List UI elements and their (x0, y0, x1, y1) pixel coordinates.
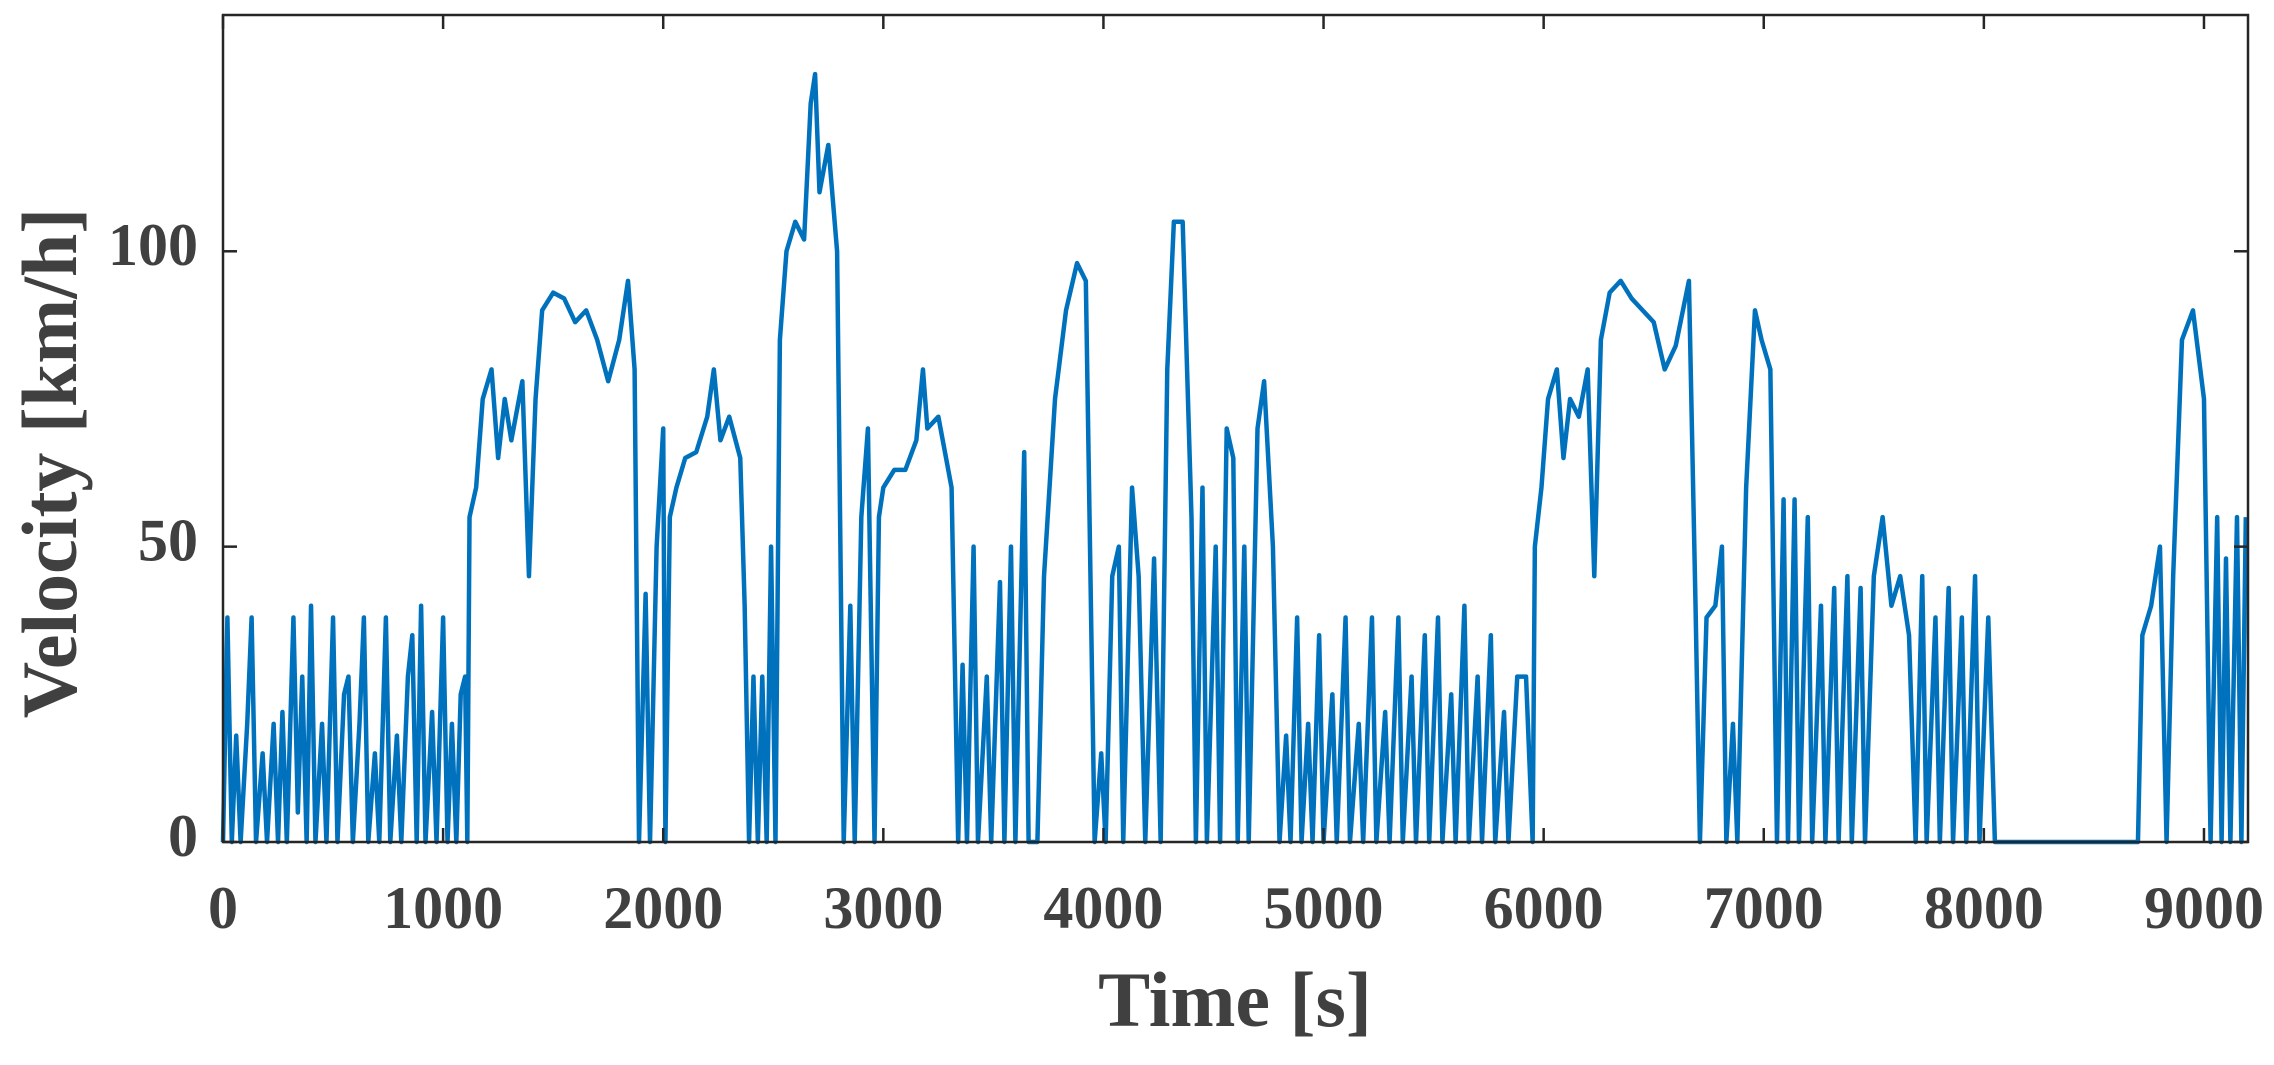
x-tick-label: 9000 (2144, 875, 2264, 941)
plot-frame (221, 13, 2250, 844)
x-tick-label: 7000 (1704, 875, 1824, 941)
x-tick-label: 0 (208, 875, 238, 941)
y-axis-label: Velocity [km/h] (6, 208, 93, 719)
x-tick-label: 3000 (823, 875, 943, 941)
y-tick-label: 0 (168, 803, 198, 869)
x-tick-label: 4000 (1043, 875, 1163, 941)
x-tick-label: 2000 (603, 875, 723, 941)
x-tick-label: 8000 (1924, 875, 2044, 941)
x-tick-label: 5000 (1264, 875, 1384, 941)
x-tick-label: 6000 (1484, 875, 1604, 941)
x-axis-label: Time [s] (1098, 956, 1372, 1043)
data-line (220, 71, 2249, 845)
x-tick-label: 1000 (383, 875, 503, 941)
y-tick-label: 100 (108, 212, 198, 278)
y-tick-label: 50 (138, 507, 198, 573)
